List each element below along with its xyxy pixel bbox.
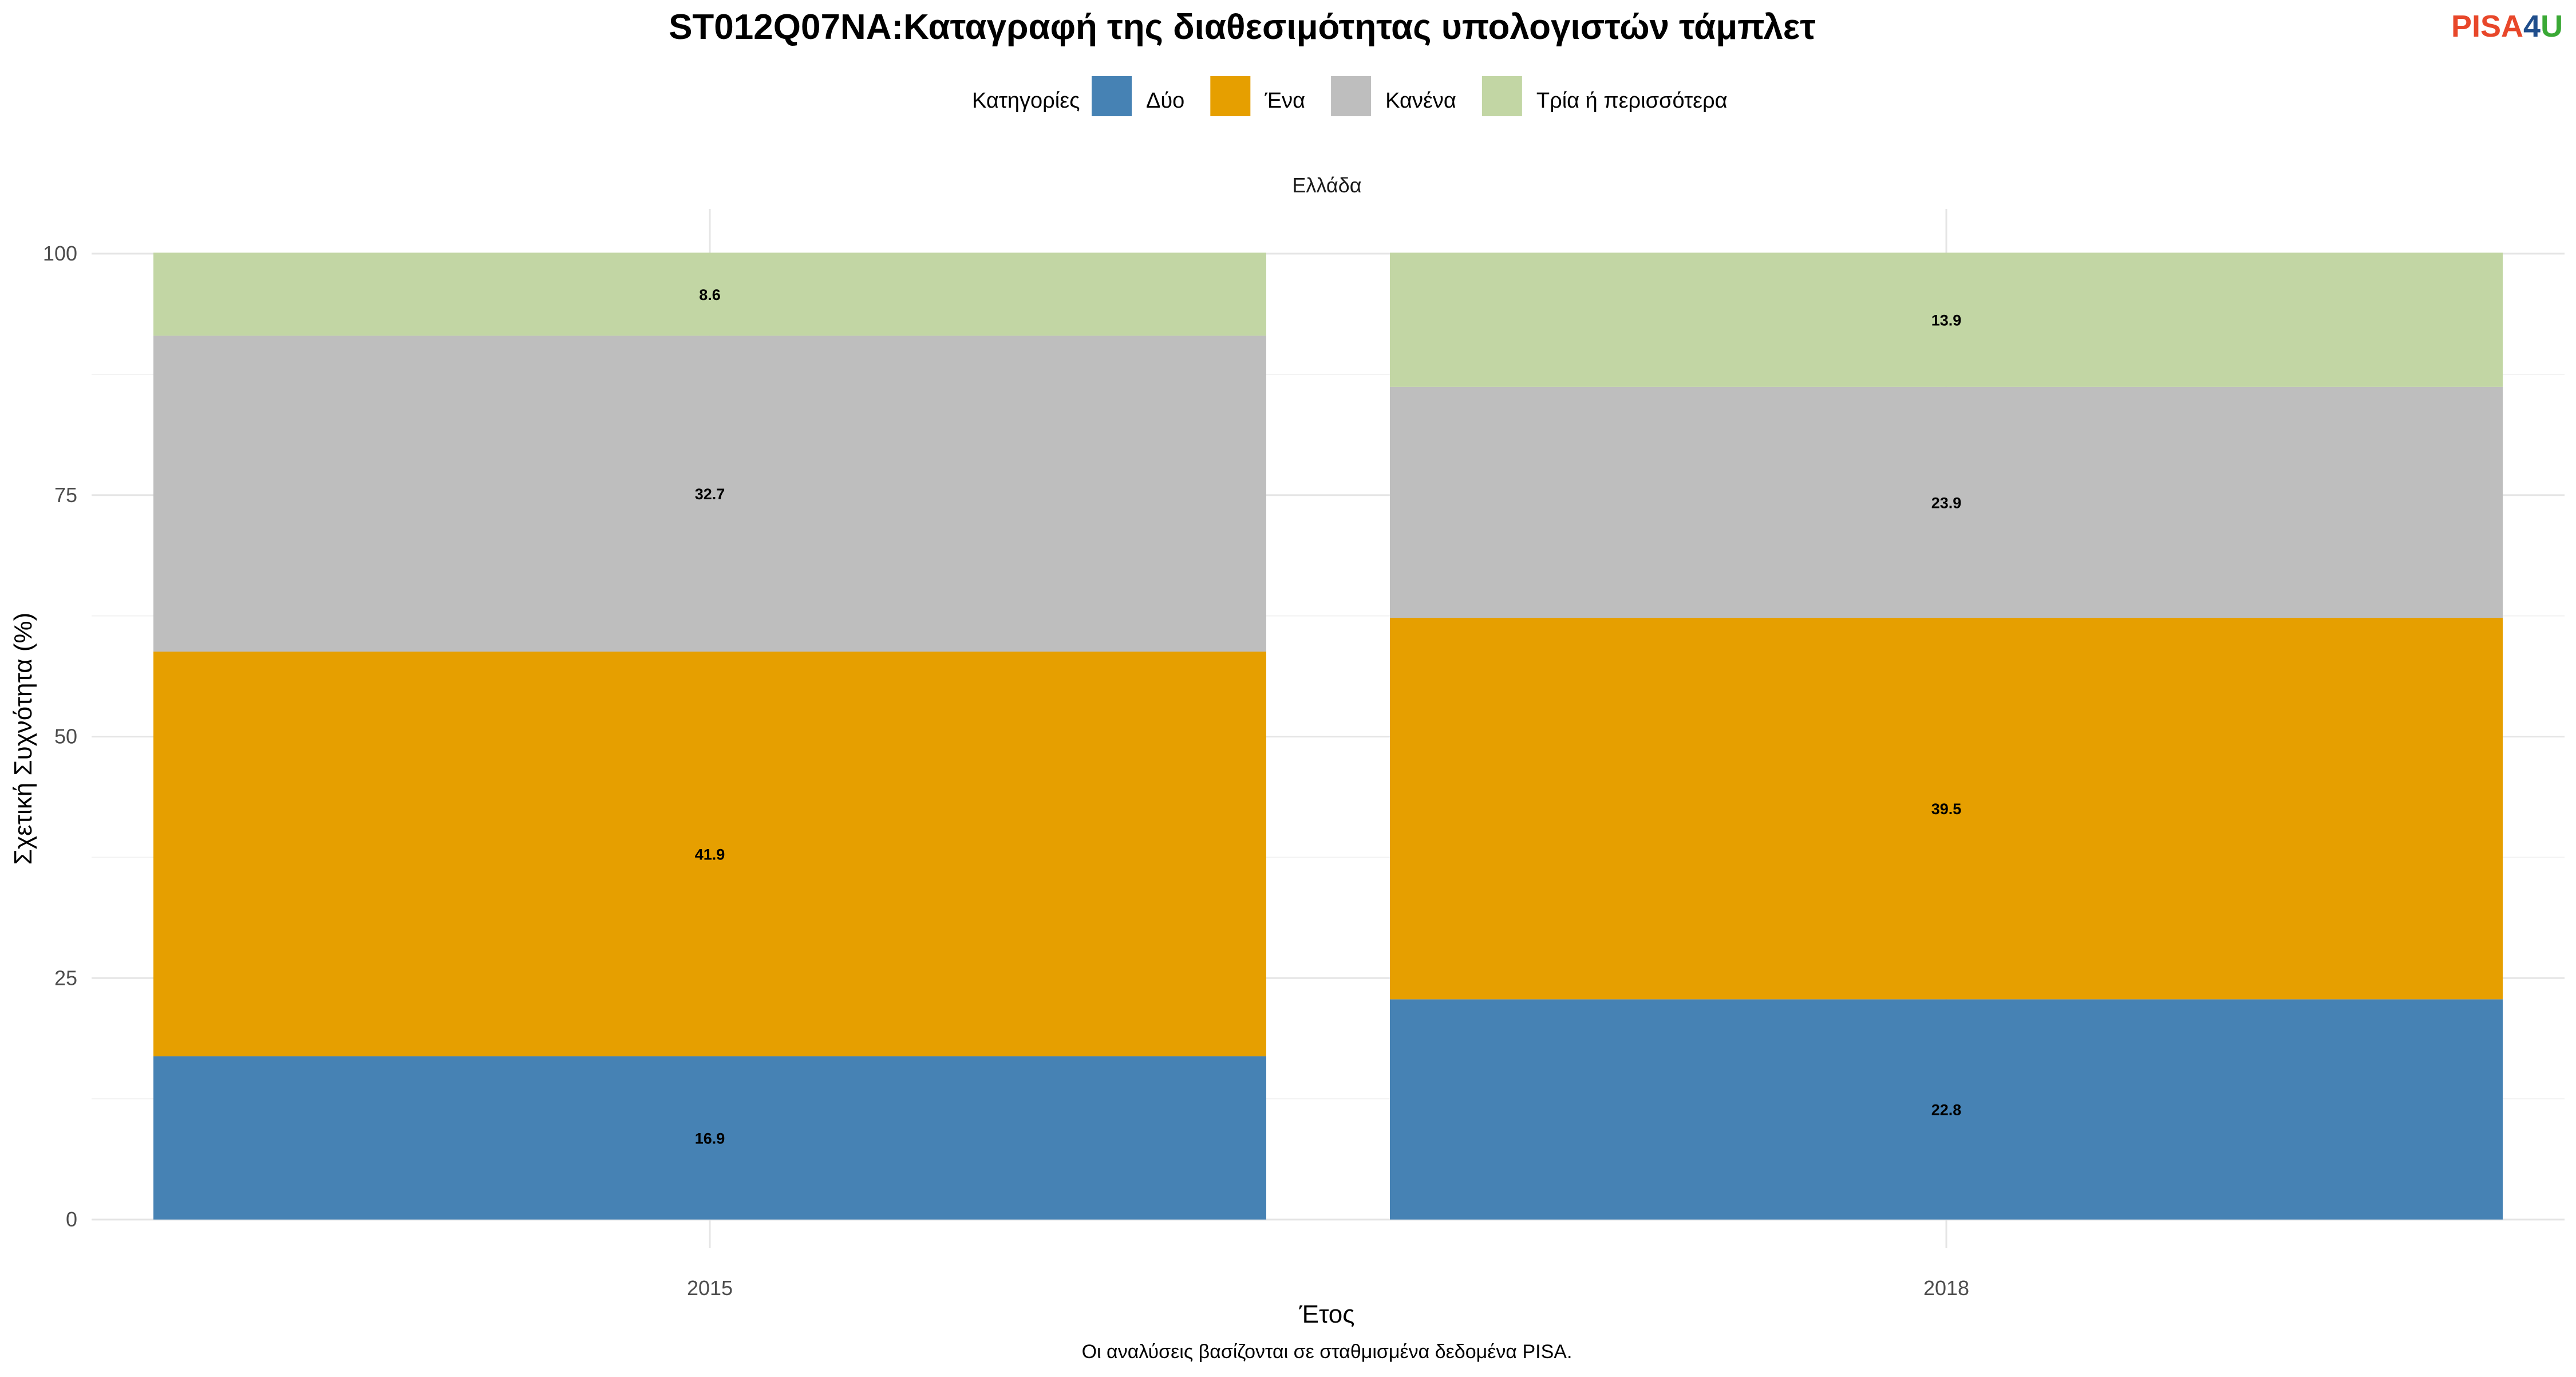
- bar-segment: [153, 252, 1266, 336]
- legend-key: [1481, 76, 1522, 116]
- chart-title: ST012Q07NA:Καταγραφή της διαθεσιμότητας …: [669, 7, 1816, 47]
- bar-segment: [1390, 386, 2503, 618]
- data-label: 22.8: [1931, 1102, 1962, 1119]
- logo-text-u: U: [2541, 9, 2563, 44]
- legend-key: [1210, 76, 1251, 116]
- data-label: 32.7: [695, 486, 725, 503]
- x-tick-label: 2018: [1923, 1276, 1969, 1300]
- y-axis-title: Σχετική Συχνότητα (%): [9, 613, 37, 865]
- data-label: 13.9: [1931, 312, 1962, 329]
- legend-key: [1331, 76, 1372, 116]
- data-label: 16.9: [695, 1130, 725, 1147]
- legend-key: [1092, 76, 1132, 116]
- legend-label: Τρία ή περισσότερα: [1536, 89, 1728, 113]
- bar-segment: [153, 652, 1266, 1056]
- caption: Οι αναλύσεις βασίζονται σε σταθμισμένα δ…: [1082, 1341, 1573, 1363]
- y-tick-label: 100: [43, 242, 77, 265]
- data-label: 39.5: [1931, 800, 1962, 818]
- data-label: 8.6: [699, 286, 721, 303]
- legend: Κατηγορίες Δύο Ένα Κανένα Τρία ή περισσότερ…: [972, 76, 1728, 116]
- y-tick-label: 50: [54, 725, 77, 748]
- y-tick-label: 25: [54, 966, 77, 989]
- bar-segment: [153, 336, 1266, 652]
- legend-label: Κανένα: [1385, 89, 1456, 113]
- logo-text-4: 4: [2523, 9, 2541, 44]
- bar-segment: [153, 1056, 1266, 1220]
- legend-title: Κατηγορίες: [972, 89, 1080, 113]
- data-label: 41.9: [695, 846, 725, 863]
- bar-segment: [1390, 999, 2503, 1220]
- logo-text-pisa: PISA: [2451, 9, 2523, 44]
- y-tick-label: 0: [66, 1208, 77, 1231]
- bar-segment: [1390, 617, 2503, 1000]
- bar-segment: [1390, 252, 2503, 387]
- plot-area: 0 25 50 75 100 16.9 41.9 32.7 8.6 2015 22.8 39.5 23.…: [43, 209, 2565, 1300]
- legend-label: Ένα: [1264, 89, 1305, 113]
- x-axis-title: Έτος: [1299, 1300, 1355, 1328]
- legend-label: Δύο: [1146, 89, 1184, 113]
- pisa4u-logo: PISA4U: [2451, 9, 2563, 44]
- y-tick-label: 75: [54, 483, 77, 507]
- x-tick-label: 2015: [687, 1276, 733, 1300]
- data-label: 23.9: [1931, 494, 1962, 511]
- facet-label: Ελλάδα: [1292, 173, 1361, 197]
